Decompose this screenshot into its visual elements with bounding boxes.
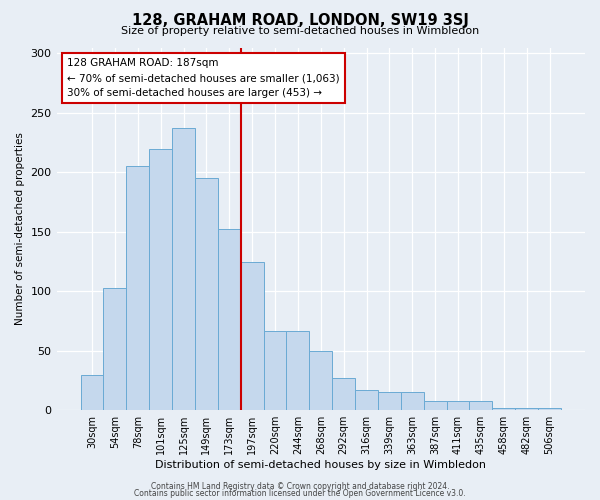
X-axis label: Distribution of semi-detached houses by size in Wimbledon: Distribution of semi-detached houses by …	[155, 460, 486, 470]
Bar	[469, 400, 493, 410]
Bar	[241, 262, 263, 410]
Bar	[103, 288, 127, 410]
Bar	[149, 148, 172, 410]
Text: Contains HM Land Registry data © Crown copyright and database right 2024.: Contains HM Land Registry data © Crown c…	[151, 482, 449, 491]
Bar	[538, 408, 561, 410]
Bar	[80, 374, 103, 410]
Bar	[172, 128, 195, 410]
Bar	[127, 166, 149, 410]
Bar	[424, 400, 446, 410]
Text: Size of property relative to semi-detached houses in Wimbledon: Size of property relative to semi-detach…	[121, 26, 479, 36]
Text: 128, GRAHAM ROAD, LONDON, SW19 3SJ: 128, GRAHAM ROAD, LONDON, SW19 3SJ	[131, 12, 469, 28]
Bar	[263, 330, 286, 410]
Bar	[286, 330, 310, 410]
Bar	[515, 408, 538, 410]
Bar	[195, 178, 218, 410]
Text: 128 GRAHAM ROAD: 187sqm
← 70% of semi-detached houses are smaller (1,063)
30% of: 128 GRAHAM ROAD: 187sqm ← 70% of semi-de…	[67, 58, 340, 98]
Bar	[401, 392, 424, 410]
Text: Contains public sector information licensed under the Open Government Licence v3: Contains public sector information licen…	[134, 489, 466, 498]
Bar	[355, 390, 378, 410]
Bar	[218, 230, 241, 410]
Bar	[332, 378, 355, 410]
Bar	[378, 392, 401, 410]
Y-axis label: Number of semi-detached properties: Number of semi-detached properties	[15, 132, 25, 326]
Bar	[446, 400, 469, 410]
Bar	[493, 408, 515, 410]
Bar	[310, 350, 332, 410]
